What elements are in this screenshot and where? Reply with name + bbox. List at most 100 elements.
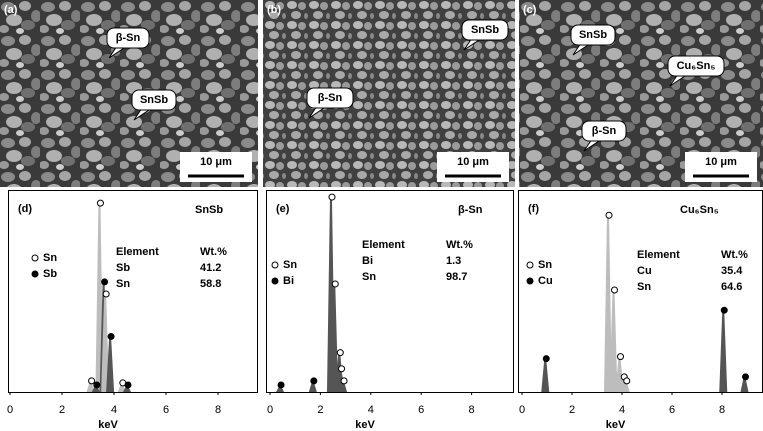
panel-label: (e) xyxy=(276,203,290,215)
peak xyxy=(604,216,612,392)
peak xyxy=(123,385,131,392)
x-tick-label: 6 xyxy=(418,404,424,416)
callout-box xyxy=(570,24,616,46)
peak-marker xyxy=(340,377,348,385)
table-cell: Bi xyxy=(362,255,373,267)
table-header: Element xyxy=(637,249,680,261)
callout: SnSb xyxy=(579,29,607,41)
plot-frame xyxy=(8,190,258,393)
spectrum-title: Cu₆Sn₅ xyxy=(680,204,719,216)
peak-marker xyxy=(338,365,346,373)
peak xyxy=(330,284,339,392)
callout-box xyxy=(461,19,509,41)
legend-marker xyxy=(31,254,39,262)
peak xyxy=(101,295,110,392)
peak xyxy=(740,377,749,392)
spectrum-title: β-Sn xyxy=(458,204,483,216)
legend-label: Sn xyxy=(43,252,57,264)
legend-label: Sn xyxy=(283,259,297,271)
table-cell: Sn xyxy=(637,281,651,293)
callout-box xyxy=(131,89,177,111)
scale-bar-label: 10 μm xyxy=(457,156,489,168)
peak-marker xyxy=(101,278,109,286)
legend-label: Bi xyxy=(283,275,294,287)
table-cell: 35.4 xyxy=(721,265,743,277)
peak-marker xyxy=(277,381,285,389)
callout: β-Sn xyxy=(592,125,617,137)
legend-marker xyxy=(526,261,534,269)
table-header: Wt.% xyxy=(446,239,473,251)
panel-label: (d) xyxy=(18,203,32,215)
peak-marker xyxy=(310,377,318,385)
table-header: Wt.% xyxy=(200,246,227,258)
peak-marker xyxy=(611,286,618,294)
peak-marker xyxy=(107,332,115,340)
callout-box xyxy=(106,27,150,49)
x-tick-label: 2 xyxy=(569,404,575,416)
legend-label: Cu xyxy=(538,275,553,287)
peak xyxy=(276,385,285,392)
callout: SnSb xyxy=(140,94,168,106)
peak-marker xyxy=(720,306,728,314)
x-tick-label: 0 xyxy=(519,404,525,416)
table-cell: 1.3 xyxy=(446,255,461,267)
x-axis-label: keV xyxy=(355,419,375,431)
callout-box xyxy=(581,120,627,142)
x-tick-label: 6 xyxy=(163,404,169,416)
x-tick-label: 0 xyxy=(7,404,13,416)
callout: β-Sn xyxy=(318,92,343,104)
scale-bar-label: 10 μm xyxy=(200,156,232,168)
panel-label: (b) xyxy=(267,4,281,16)
peak xyxy=(308,381,317,392)
peak xyxy=(91,385,100,392)
plot-frame xyxy=(266,190,514,393)
x-tick-label: 8 xyxy=(469,404,475,416)
panel-label: (f) xyxy=(528,203,539,215)
peak xyxy=(621,381,630,392)
table-cell: 41.2 xyxy=(200,262,221,274)
x-axis-label: keV xyxy=(606,419,626,431)
peak-marker xyxy=(617,353,624,361)
x-tick-label: 2 xyxy=(317,404,323,416)
peak-marker xyxy=(605,211,613,219)
x-tick-label: 6 xyxy=(669,404,675,416)
legend-marker xyxy=(31,270,39,278)
panel-label: (a) xyxy=(4,4,18,16)
peak xyxy=(86,381,95,392)
legend-label: Sb xyxy=(43,268,57,280)
table-cell: Cu xyxy=(637,265,652,277)
table-cell: 58.8 xyxy=(200,278,221,290)
peak xyxy=(719,311,728,392)
peak xyxy=(339,381,348,392)
callout: Cu₆Sn₅ xyxy=(677,60,716,72)
table-cell: Sn xyxy=(362,271,376,283)
peak xyxy=(609,291,618,392)
legend-marker xyxy=(271,261,279,269)
x-tick-label: 8 xyxy=(215,404,221,416)
panel-label: (c) xyxy=(523,4,537,16)
table-cell: Sb xyxy=(116,262,130,274)
peak-marker xyxy=(336,349,344,357)
table-header: Element xyxy=(116,246,159,258)
table-cell: 64.6 xyxy=(721,281,742,293)
callout-box xyxy=(306,87,354,109)
peak-marker xyxy=(542,355,550,363)
peak-marker xyxy=(623,377,631,385)
peak-marker xyxy=(93,381,101,389)
legend-marker xyxy=(526,277,534,285)
scale-bar-label: 10 μm xyxy=(705,156,737,168)
peak xyxy=(106,337,115,392)
peak-marker xyxy=(96,199,104,207)
peak xyxy=(117,383,126,392)
peak-marker xyxy=(742,373,749,381)
table-cell: Sn xyxy=(116,278,130,290)
spectrum-title: SnSb xyxy=(195,204,223,216)
x-tick-label: 0 xyxy=(267,404,273,416)
table-header: Element xyxy=(362,239,405,251)
x-tick-label: 8 xyxy=(719,404,725,416)
x-tick-label: 2 xyxy=(59,404,65,416)
x-tick-label: 4 xyxy=(368,404,374,416)
callout: SnSb xyxy=(471,24,499,36)
